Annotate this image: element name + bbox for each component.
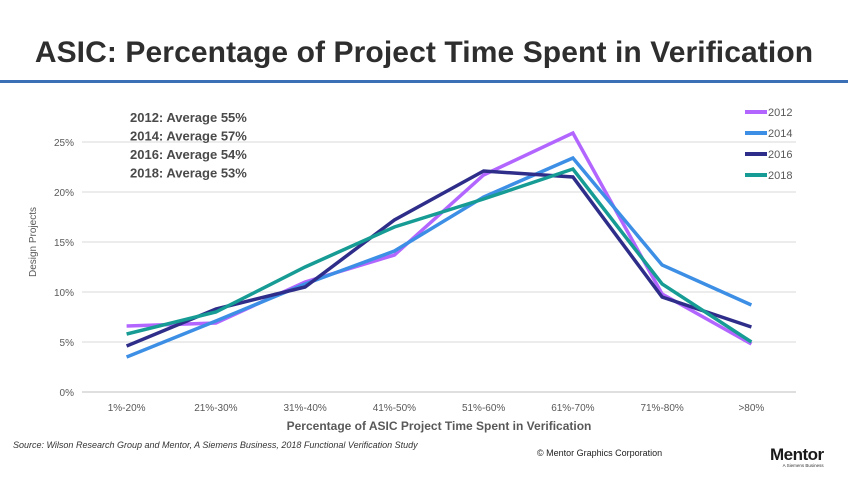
logo-name: Mentor <box>770 445 824 464</box>
x-tick-label: 21%-30% <box>194 403 237 414</box>
legend-label-2012: 2012 <box>768 107 792 119</box>
legend-label-2016: 2016 <box>768 149 792 161</box>
y-tick-label: 0% <box>60 388 75 399</box>
x-tick-label: 1%-20% <box>108 403 146 414</box>
page-title: ASIC: Percentage of Project Time Spent i… <box>34 36 814 69</box>
x-tick-label: 31%-40% <box>283 403 326 414</box>
average-annotation: 2018: Average 53% <box>130 166 247 181</box>
y-tick-label: 10% <box>54 288 74 299</box>
x-tick-label: 71%-80% <box>640 403 683 414</box>
series-line-2018 <box>126 166 753 344</box>
y-axis-title: Design Projects <box>28 207 39 277</box>
series-line-2014 <box>125 155 753 359</box>
legend-label-2014: 2014 <box>768 128 792 140</box>
x-tick-label: >80% <box>738 403 764 414</box>
y-tick-label: 20% <box>54 188 74 199</box>
title-divider <box>0 80 848 83</box>
y-tick-label: 15% <box>54 238 74 249</box>
x-tick-label: 41%-50% <box>373 403 416 414</box>
x-tick-label: 51%-60% <box>462 403 505 414</box>
average-annotation: 2016: Average 54% <box>130 147 247 162</box>
y-tick-label: 5% <box>60 338 75 349</box>
logo-tagline: A Siemens Business <box>782 463 824 468</box>
x-axis-title: Percentage of ASIC Project Time Spent in… <box>287 419 592 433</box>
y-tick-label: 25% <box>54 138 74 149</box>
copyright-note: © Mentor Graphics Corporation <box>537 448 663 458</box>
average-annotation: 2014: Average 57% <box>130 129 247 144</box>
x-tick-label: 61%-70% <box>551 403 594 414</box>
average-annotation: 2012: Average 55% <box>130 110 247 125</box>
mentor-logo: Mentor A Siemens Business <box>770 446 824 469</box>
legend-label-2018: 2018 <box>768 170 792 182</box>
source-note: Source: Wilson Research Group and Mentor… <box>13 440 418 450</box>
